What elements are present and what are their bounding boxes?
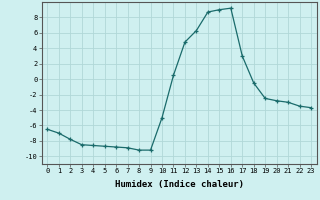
X-axis label: Humidex (Indice chaleur): Humidex (Indice chaleur) bbox=[115, 180, 244, 189]
